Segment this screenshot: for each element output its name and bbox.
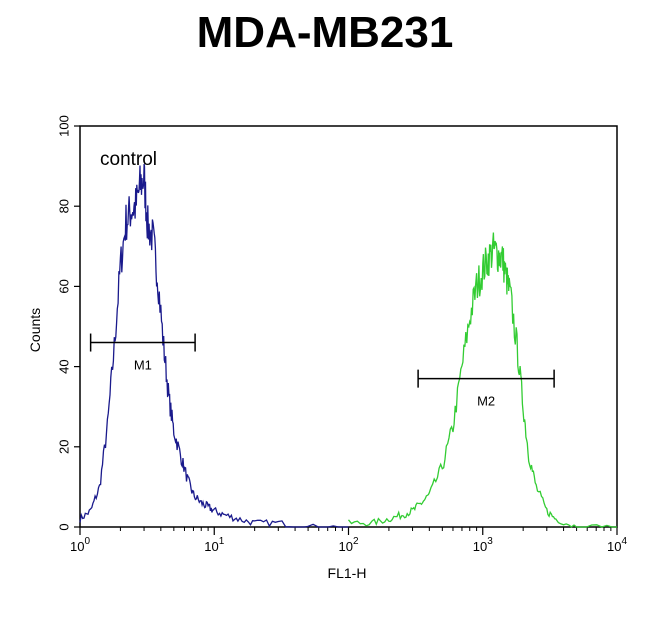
x-tick-label: 102 (338, 536, 358, 554)
control-annotation: control (100, 149, 157, 170)
x-tick-base: 10 (70, 539, 84, 554)
x-tick-label: 100 (70, 536, 90, 554)
x-tick-label: 103 (473, 536, 493, 554)
y-tick-label: 40 (57, 359, 72, 373)
x-tick-exponent: 3 (487, 536, 493, 547)
gate-label: M2 (477, 394, 495, 409)
x-tick-label: 101 (204, 536, 224, 554)
series-line-control (79, 163, 349, 528)
x-tick-base: 10 (204, 539, 218, 554)
gates-layer: M1 M2 (89, 333, 555, 409)
plot-frame (79, 125, 618, 528)
x-tick-exponent: 0 (84, 536, 90, 547)
y-tick-label: 60 (57, 279, 72, 293)
x-axis-ticks: 100 101 102 103 104 (70, 527, 627, 554)
series-layer (79, 163, 617, 528)
x-tick-exponent: 2 (353, 536, 359, 547)
y-tick-label: 100 (57, 115, 72, 137)
gate-label: M1 (134, 358, 152, 373)
x-tick-label: 104 (607, 536, 627, 554)
x-tick-base: 10 (338, 539, 352, 554)
y-tick-label: 20 (57, 440, 72, 454)
y-axis-ticks: 0 20 40 60 80 100 (57, 115, 80, 531)
x-tick-base: 10 (473, 539, 487, 554)
x-tick-exponent: 4 (621, 536, 627, 547)
x-axis-label: FL1-H (328, 565, 367, 581)
y-axis-label: Counts (27, 308, 43, 352)
chart-title: MDA-MB231 (196, 8, 454, 57)
y-tick-label: 0 (57, 523, 72, 530)
x-tick-base: 10 (607, 539, 621, 554)
y-tick-label: 80 (57, 199, 72, 213)
series-line-sample (347, 232, 617, 528)
x-tick-exponent: 1 (219, 536, 225, 547)
